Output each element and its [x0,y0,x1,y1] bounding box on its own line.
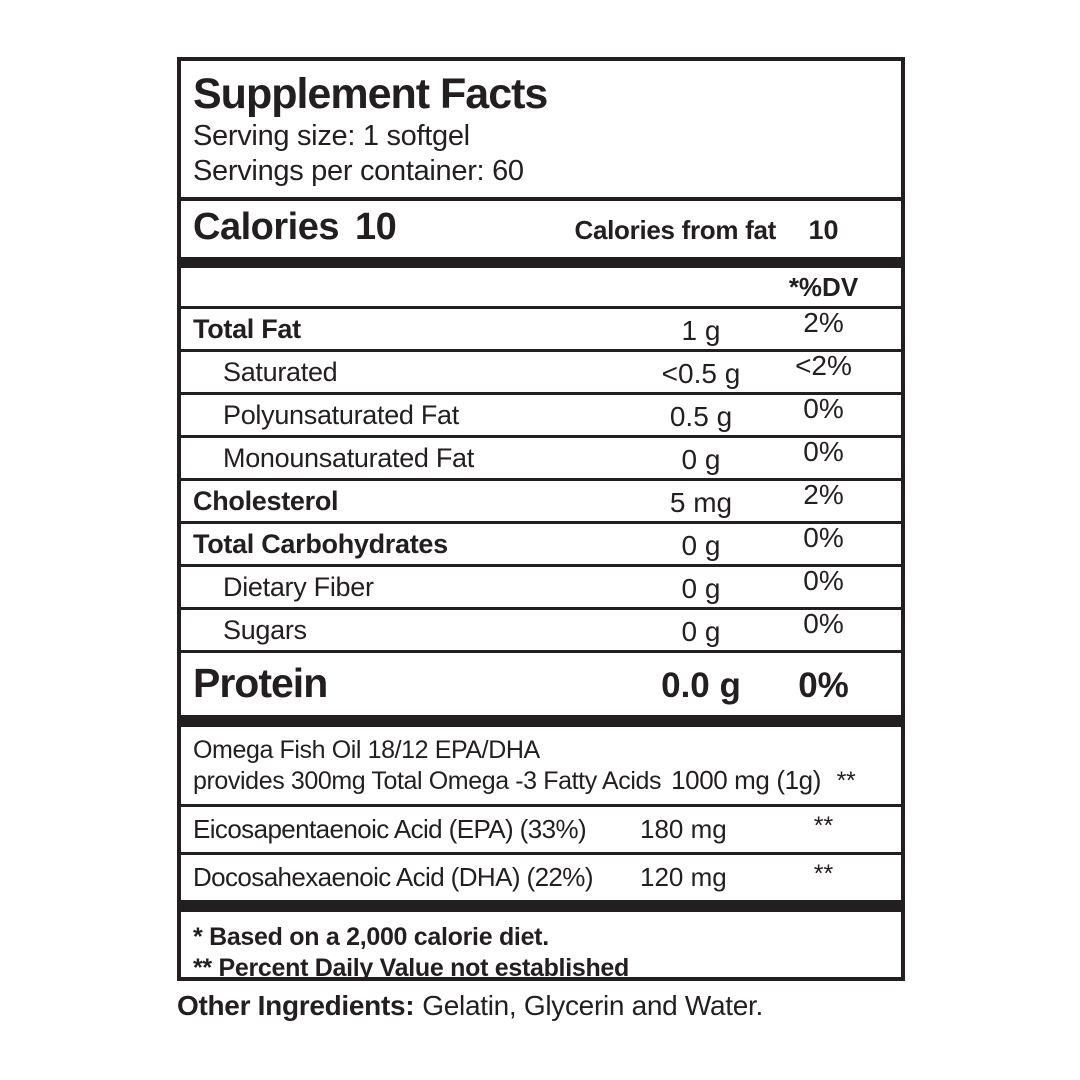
nutrient-amount: 0 g [681,616,721,647]
protein-row: Protein 0.0 g 0% [181,653,901,715]
divider-thick [181,257,901,268]
supplement-name-line2: provides 300mg Total Omega -3 Fatty Acid… [193,767,662,795]
protein-label: Protein [193,660,328,706]
nutrient-name: Total Carbohydrates [193,529,448,559]
supplement-amount: 1000 mg (1g) [671,765,821,795]
supplement-row-omega-fish-oil: Omega Fish Oil 18/12 EPA/DHA provides 30… [181,727,901,804]
nutrient-dv: 0% [803,393,844,424]
divider-thick [181,900,901,912]
nutrient-amount: <0.5 g [661,358,741,389]
divider [181,349,901,352]
divider [181,564,901,567]
supplement-facts-panel: Supplement Facts Serving size: 1 softgel… [177,57,905,984]
divider [181,650,901,653]
nutrient-dv: 0% [803,608,844,639]
nutrient-dv: <2% [795,350,852,381]
daily-value-header: *%DV [788,272,859,302]
divider [181,852,901,855]
servings-per-container-line: Servings per container: 60 [193,155,524,187]
divider-thick [181,715,901,727]
calories-from-fat-label: Calories from fat [574,215,776,245]
nutrient-name: Monounsaturated Fat [223,443,474,473]
nutrient-name: Sugars [223,615,307,645]
footnote-dv-not-established: ** Percent Daily Value not established [193,954,629,982]
divider [181,521,901,524]
calories-from-fat-value: 10 [808,215,839,245]
nutrient-row-dietary-fiber: Dietary Fiber 0 g 0% [181,565,901,607]
nutrient-name: Dietary Fiber [223,572,374,602]
supplement-name: Eicosapentaenoic Acid (EPA) (33%) [193,814,587,844]
supplement-dv: ** [813,860,834,888]
other-ingredients-label: Other Ingredients: [177,990,415,1021]
nutrient-name: Cholesterol [193,486,339,516]
supplement-amount: 180 mg [640,814,727,844]
supplement-row-dha: Docosahexaenoic Acid (DHA) (22%) 120 mg … [181,855,901,900]
protein-dv: 0% [798,666,849,705]
divider [181,804,901,807]
nutrient-name: Saturated [223,357,338,387]
nutrient-dv: 2% [803,479,844,510]
nutrient-row-monounsaturated: Monounsaturated Fat 0 g 0% [181,436,901,478]
nutrient-amount: 0 g [681,573,721,604]
nutrient-amount: 0 g [681,530,721,561]
divider-medium [181,197,901,201]
nutrient-row-cholesterol: Cholesterol 5 mg 2% [181,479,901,521]
divider [181,392,901,395]
supplement-name-line1: Omega Fish Oil 18/12 EPA/DHA [193,736,540,764]
nutrient-row-total-carbohydrates: Total Carbohydrates 0 g 0% [181,522,901,564]
nutrient-row-saturated: Saturated <0.5 g <2% [181,350,901,392]
calories-row: Calories 10 Calories from fat 10 [181,201,901,257]
nutrient-name: Polyunsaturated Fat [223,400,459,430]
nutrient-amount: 1 g [681,315,721,346]
panel-title: Supplement Facts [193,70,548,118]
nutrient-dv: 2% [803,307,844,338]
footnotes: * Based on a 2,000 calorie diet. ** Perc… [181,912,901,984]
supplement-name: Docosahexaenoic Acid (DHA) (22%) [193,862,593,892]
divider [181,607,901,610]
nutrient-row-polyunsaturated: Polyunsaturated Fat 0.5 g 0% [181,393,901,435]
supplement-amount: 120 mg [640,862,727,892]
nutrient-row-sugars: Sugars 0 g 0% [181,608,901,650]
nutrient-dv: 0% [803,522,844,553]
protein-amount: 0.0 g [661,666,741,705]
calories-label-group: Calories 10 [193,205,574,249]
calories-value: 10 [354,206,397,248]
nutrient-row-total-fat: Total Fat 1 g 2% [181,307,901,349]
nutrient-name: Total Fat [193,314,301,344]
footnote-calorie-diet: * Based on a 2,000 calorie diet. [193,923,549,951]
divider [181,435,901,438]
serving-size-line: Serving size: 1 softgel [193,120,470,152]
nutrient-dv: 0% [803,436,844,467]
nutrient-amount: 0.5 g [669,401,733,432]
supplement-dv: ** [813,812,834,840]
nutrient-amount: 0 g [681,444,721,475]
calories-label: Calories [193,206,339,248]
nutrient-amount: 5 mg [669,487,733,518]
other-ingredients-line: Other Ingredients: Gelatin, Glycerin and … [177,990,763,1022]
divider [181,306,901,309]
supplement-dv: ** [836,767,856,795]
supplement-row-epa: Eicosapentaenoic Acid (EPA) (33%) 180 mg… [181,807,901,852]
daily-value-header-row: *%DV [181,268,901,306]
other-ingredients-text: Gelatin, Glycerin and Water. [422,990,764,1021]
nutrient-dv: 0% [803,565,844,596]
divider [181,478,901,481]
